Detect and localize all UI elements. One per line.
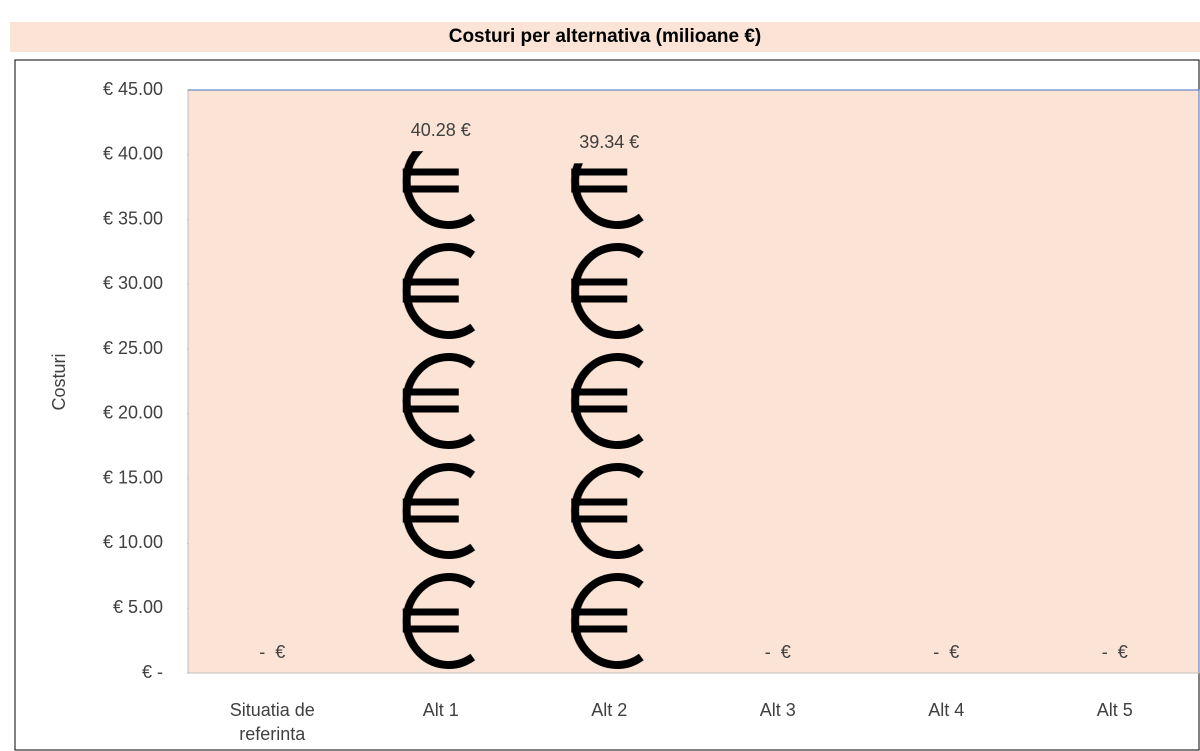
x-tick-label: Alt 1 xyxy=(422,700,459,720)
chart-title: Costuri per alternativa (milioane €) xyxy=(10,22,1200,52)
pictograph-bar xyxy=(400,151,481,674)
y-tick-label: € 45.00 xyxy=(103,79,163,99)
value-label: - € xyxy=(765,642,791,662)
x-tick-label: Alt 3 xyxy=(759,700,796,720)
value-label: - € xyxy=(933,642,959,662)
y-tick-label: € 30.00 xyxy=(103,273,163,293)
y-tick-label: € 35.00 xyxy=(103,208,163,228)
y-tick-label: € 40.00 xyxy=(103,144,163,164)
y-tick-label: € 10.00 xyxy=(103,532,163,552)
plot-area xyxy=(187,89,1200,674)
y-tick-label: € 20.00 xyxy=(103,403,163,423)
pictograph-bar xyxy=(569,163,650,674)
y-axis-label: Costuri xyxy=(49,353,69,410)
value-label: - € xyxy=(1102,642,1128,662)
value-label: 40.28 € xyxy=(411,120,471,140)
value-label: - € xyxy=(259,642,285,662)
value-label: 39.34 € xyxy=(579,132,639,152)
x-tick-label: Alt 2 xyxy=(591,700,628,720)
y-tick-label: € 25.00 xyxy=(103,338,163,358)
y-tick-label: € - xyxy=(142,662,163,682)
x-tick-label: Alt 5 xyxy=(1096,700,1133,720)
x-tick-label: Situatia de referinta xyxy=(229,700,315,744)
y-tick-label: € 15.00 xyxy=(103,467,163,487)
x-tick-label: Alt 4 xyxy=(928,700,965,720)
y-tick-label: € 5.00 xyxy=(113,597,163,617)
